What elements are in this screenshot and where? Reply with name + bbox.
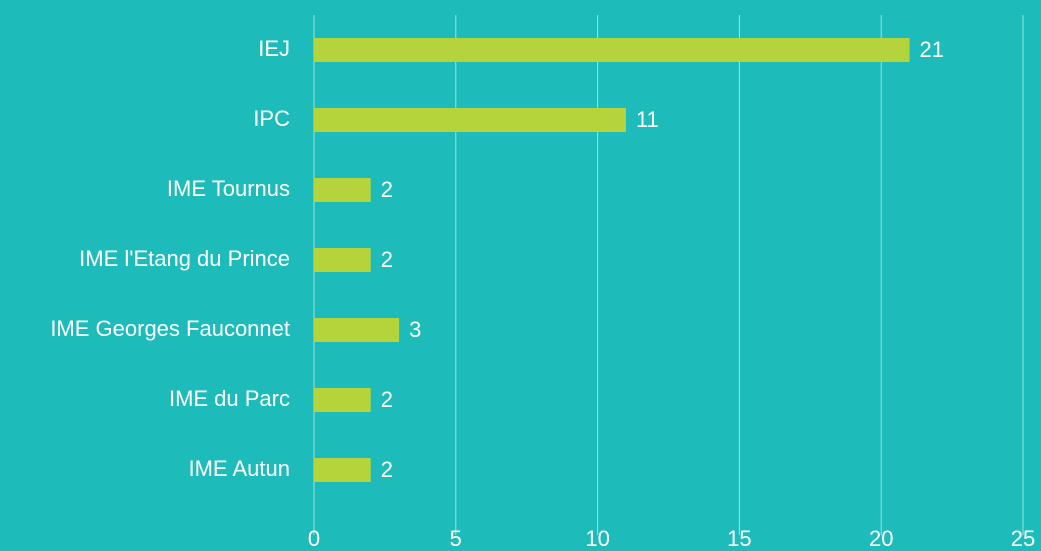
- x-tick-label: 25: [1011, 526, 1035, 551]
- value-label: 2: [381, 177, 393, 202]
- value-label: 2: [381, 387, 393, 412]
- y-tick-label: IME Georges Fauconnet: [50, 316, 290, 341]
- x-tick-label: 10: [585, 526, 609, 551]
- x-tick-label: 20: [869, 526, 893, 551]
- bar: [314, 248, 371, 272]
- bar: [314, 318, 400, 342]
- y-tick-label: IPC: [253, 106, 290, 131]
- value-label: 2: [381, 457, 393, 482]
- bar: [314, 458, 371, 482]
- bar: [314, 178, 371, 202]
- x-tick-label: 0: [308, 526, 320, 551]
- y-tick-label: IME du Parc: [169, 386, 290, 411]
- x-tick-label: 15: [727, 526, 751, 551]
- bar: [314, 388, 371, 412]
- bar: [314, 38, 910, 62]
- value-label: 21: [920, 37, 944, 62]
- y-tick-label: IME Tournus: [167, 176, 290, 201]
- value-label: 3: [409, 317, 421, 342]
- y-tick-label: IME l'Etang du Prince: [79, 246, 290, 271]
- value-label: 2: [381, 247, 393, 272]
- y-tick-label: IME Autun: [188, 456, 290, 481]
- x-tick-label: 5: [450, 526, 462, 551]
- value-label: 11: [636, 107, 659, 132]
- y-tick-label: IEJ: [258, 36, 290, 61]
- bar: [314, 108, 626, 132]
